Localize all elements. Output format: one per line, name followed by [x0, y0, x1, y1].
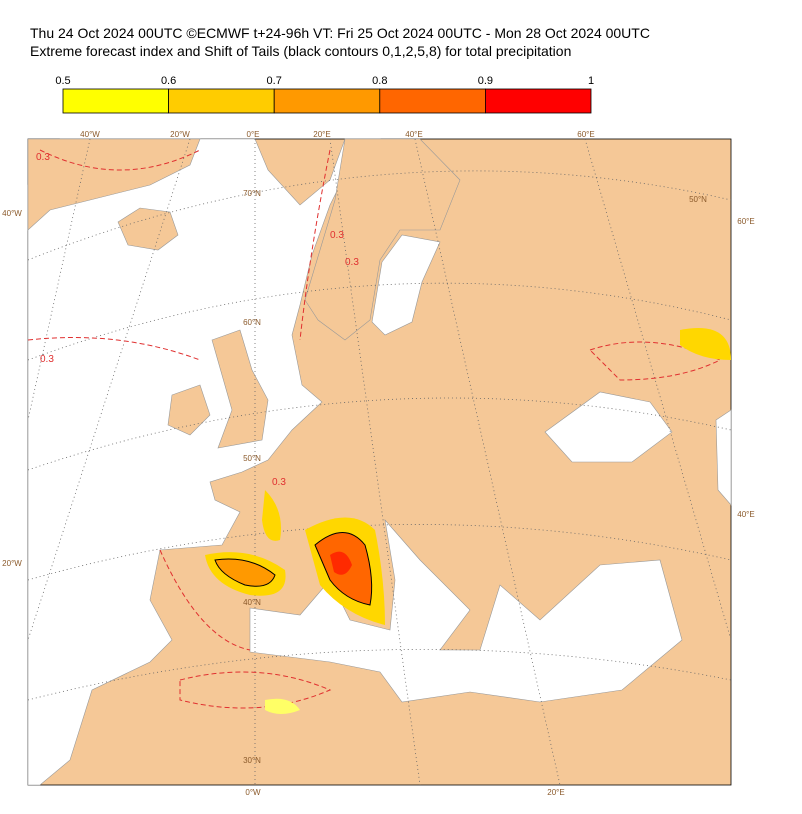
baltic [371, 234, 441, 336]
colorbar-segment [168, 88, 275, 114]
efi-area [680, 328, 731, 360]
contour-label: 0.3 [36, 152, 50, 163]
efi-area [265, 698, 300, 714]
grid-label: 60°E [737, 217, 754, 226]
mediterranean [249, 519, 683, 703]
colorbar-tick-label: 0.5 [55, 75, 70, 87]
colorbar-tick-label: 0.9 [478, 75, 493, 87]
efi-area [214, 558, 276, 587]
grid-label: 0°W [245, 788, 261, 797]
colorbar-segment [379, 88, 486, 114]
colorbar-segment [62, 88, 169, 114]
efi-area [330, 551, 352, 575]
colorbar-segment [273, 88, 381, 114]
grid-label: 40°E [737, 510, 754, 519]
black-sea [544, 391, 673, 463]
grid-label: 20°W [170, 130, 190, 139]
caspian [715, 409, 732, 506]
atlantic [27, 138, 381, 786]
grid-label: 20°W [2, 559, 22, 568]
scandinavia [304, 138, 461, 341]
map [27, 138, 732, 786]
grid-label: 30°N [243, 756, 261, 765]
grid-label: 60°E [577, 130, 594, 139]
grid-label: 40°E [405, 130, 422, 139]
grid-label: 0°E [247, 130, 260, 139]
colorbar-tick-label: 0.6 [161, 75, 176, 87]
contour-label: 0.3 [330, 230, 344, 241]
grid-label: 20°E [313, 130, 330, 139]
colorbar-tick-label: 1 [588, 75, 594, 87]
contour-label: 0.3 [272, 477, 286, 488]
great-britain [211, 329, 269, 449]
colorbar-tick-label: 0.7 [267, 75, 282, 87]
grid-label: 40°W [2, 209, 22, 218]
title-line-2: Extreme forecast index and Shift of Tail… [30, 43, 571, 59]
iceland [117, 207, 179, 251]
grid-label: 50°N [689, 195, 707, 204]
colorbar-segment [484, 88, 592, 114]
greenland [27, 138, 201, 231]
efi-area [262, 490, 281, 541]
colorbar-tick-label: 0.8 [372, 75, 387, 87]
grid-label: 60°N [243, 318, 261, 327]
contour-label: 0.3 [40, 354, 54, 365]
grid-label: 70°N [243, 189, 261, 198]
grid-label: 20°E [547, 788, 564, 797]
title-line-1: Thu 24 Oct 2024 00UTC ©ECMWF t+24-96h VT… [30, 25, 650, 41]
grid-label: 40°W [80, 130, 100, 139]
grid-label: 40°N [243, 598, 261, 607]
colorbar: 0.5 0.6 0.7 0.8 0.9 1 [55, 75, 594, 114]
ireland [167, 384, 211, 436]
grid-label: 50°N [243, 454, 261, 463]
contour-label: 0.3 [345, 257, 359, 268]
